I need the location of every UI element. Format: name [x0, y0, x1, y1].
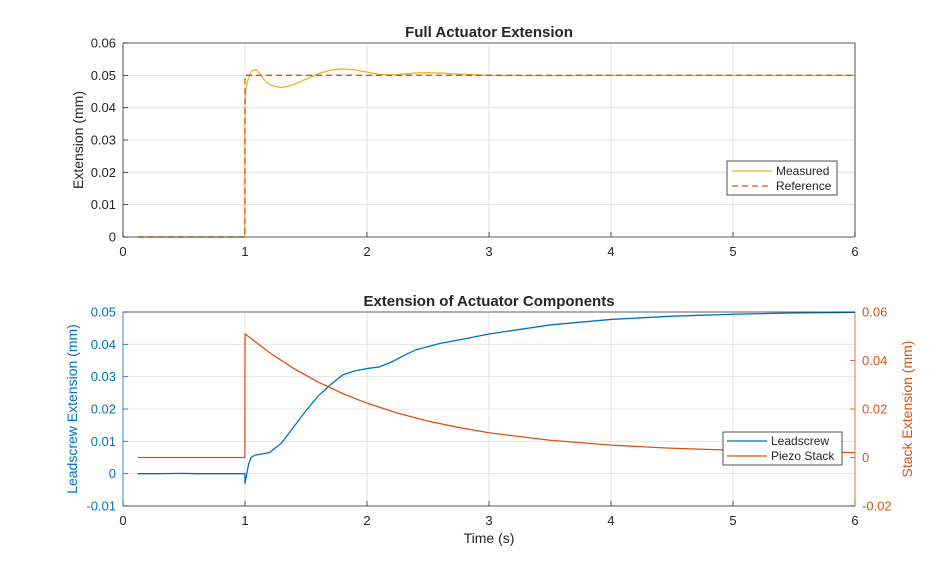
plot2-ytick-label: 0 — [109, 466, 116, 481]
plot1-ylabel: Extension (mm) — [70, 91, 86, 189]
plot2-xtick-label: 2 — [363, 513, 370, 528]
plot2-xtick-label: 6 — [851, 513, 858, 528]
plot-components: Extension of Actuator Components Leadscr… — [64, 293, 915, 546]
plot-full-extension: Full Actuator Extension Extension (mm) 0… — [70, 24, 859, 259]
plot1-ytick-label: 0.05 — [91, 68, 116, 83]
plot1-ytick-label: 0.03 — [91, 133, 116, 148]
plot2-ytick-label: 0.03 — [91, 369, 116, 384]
plot2-xtick-label: 1 — [241, 513, 248, 528]
plot2-xtick-label: 3 — [485, 513, 492, 528]
plot2-ytick-right-label: -0.02 — [862, 499, 892, 514]
plot2-ytick-label: -0.01 — [86, 499, 116, 514]
plot2-series-leadscrew-line — [137, 311, 856, 485]
plot1-title: Full Actuator Extension — [405, 24, 573, 41]
legend-piezo-label: Piezo Stack — [771, 449, 835, 463]
plot1-xtick-label: 5 — [729, 244, 736, 259]
plot2-ytick-right-label: 0 — [862, 450, 869, 465]
plot2-ytick-label: 0.01 — [91, 434, 116, 449]
plot1-xtick-label: 0 — [119, 244, 126, 259]
plot2-ylabel-right: Stack Extension (mm) — [899, 341, 915, 478]
legend-reference-label: Reference — [776, 179, 832, 193]
legend-measured-label: Measured — [776, 164, 829, 178]
plot2-legend-box — [722, 431, 843, 466]
plot1-ytick-label: 0.01 — [91, 197, 116, 212]
plot1-ytick-label: 0 — [109, 230, 116, 245]
plot1-legend: Measured Reference — [726, 160, 838, 196]
plot2-xtick-label: 0 — [119, 513, 126, 528]
plot1-xtick-label: 6 — [851, 244, 858, 259]
plot1-xtick-label: 2 — [363, 244, 370, 259]
plot2-legend: Leadscrew Piezo Stack — [722, 431, 843, 466]
plot2-series-piezo-stack-line — [137, 333, 856, 459]
plot1-xtick-label: 4 — [607, 244, 614, 259]
legend-leadscrew-label: Leadscrew — [771, 434, 829, 448]
plot1-xtick-label: 1 — [241, 244, 248, 259]
plot2-xtick-label: 4 — [607, 513, 614, 528]
plot1-ytick-label: 0.06 — [91, 36, 116, 51]
plot2-ytick-right-label: 0.04 — [862, 353, 887, 368]
plot1-series-measured-line — [137, 68, 855, 238]
plot2-ylabel-left: Leadscrew Extension (mm) — [64, 324, 80, 494]
plot2-xtick-label: 5 — [729, 513, 736, 528]
plot1-ytick-label: 0.02 — [91, 165, 116, 180]
plot1-xtick-label: 3 — [485, 244, 492, 259]
plot2-title: Extension of Actuator Components — [363, 293, 614, 310]
plot2-xlabel: Time (s) — [464, 530, 515, 546]
plot1-legend-box — [726, 160, 838, 196]
plot2-ytick-right-label: 0.06 — [862, 305, 887, 320]
plot2-ytick-label: 0.05 — [91, 305, 116, 320]
plot1-ytick-label: 0.04 — [91, 100, 116, 115]
plot2-ytick-right-label: 0.02 — [862, 402, 887, 417]
plot2-ytick-label: 0.02 — [91, 402, 116, 417]
plot2-ytick-label: 0.04 — [91, 337, 116, 352]
